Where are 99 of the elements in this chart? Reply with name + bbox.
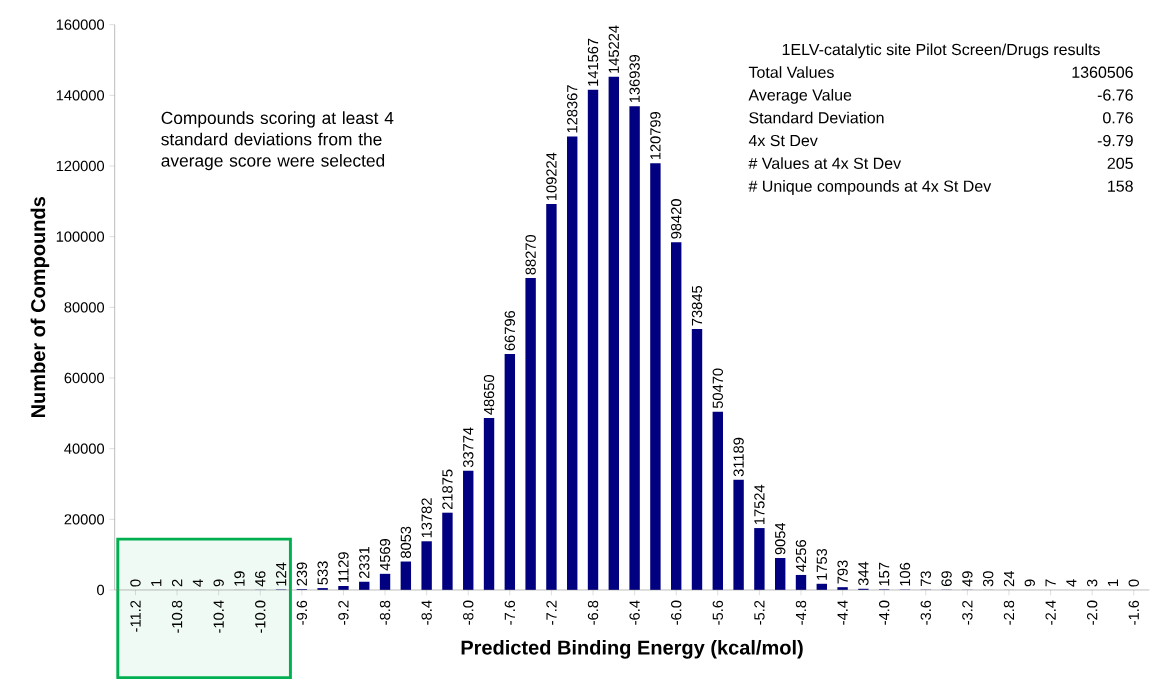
x-tick-label: -8.8 bbox=[379, 600, 391, 625]
annotation: # Values at 4x St Dev bbox=[748, 157, 902, 169]
x-tick-label: -9.6 bbox=[296, 600, 308, 625]
data-label: 69 bbox=[941, 571, 952, 587]
annotation: Standard Deviation bbox=[749, 111, 884, 124]
data-label: 145224 bbox=[608, 25, 620, 73]
y-axis-title: Number of Compounds bbox=[30, 197, 50, 418]
data-label: 46 bbox=[255, 571, 266, 587]
y-tick-label: 0 bbox=[97, 584, 105, 596]
data-label: 9 bbox=[213, 579, 224, 587]
annotation: 0.76 bbox=[1103, 112, 1133, 124]
data-label: 24 bbox=[1003, 571, 1015, 587]
annotation: 1ELV-catalytic site Pilot Screen/Drugs results bbox=[782, 43, 1100, 59]
data-label: 66796 bbox=[504, 310, 516, 351]
annotation: Compounds scoring at least 4 standard deviations from the average score were selected bbox=[161, 111, 394, 171]
annotation: -9.79 bbox=[1097, 134, 1133, 147]
annotation: -6.76 bbox=[1097, 89, 1133, 101]
data-label: 136939 bbox=[629, 54, 640, 103]
annotation: 4x St Dev bbox=[748, 134, 818, 147]
x-tick-label: -1.6 bbox=[1128, 600, 1139, 625]
x-tick-label: -2.0 bbox=[1086, 600, 1098, 625]
data-label: 4256 bbox=[795, 540, 807, 572]
x-tick-label: -3.6 bbox=[920, 600, 931, 625]
y-tick-label: 160000 bbox=[56, 19, 105, 30]
data-label: 0 bbox=[130, 579, 141, 587]
x-tick-label: -8.4 bbox=[421, 600, 432, 625]
annotation: 1360506 bbox=[1072, 66, 1133, 78]
annotation: 205 bbox=[1107, 157, 1133, 169]
data-label: 7 bbox=[1045, 579, 1056, 587]
data-label: 109224 bbox=[546, 152, 557, 201]
data-label: 2 bbox=[171, 579, 183, 587]
x-tick-label: -6.0 bbox=[671, 600, 682, 625]
y-tick-label: 60000 bbox=[64, 372, 105, 384]
y-tick-label: 80000 bbox=[64, 302, 105, 313]
data-label: 3 bbox=[1086, 579, 1098, 587]
data-label: 0 bbox=[1128, 579, 1139, 587]
data-label: 533 bbox=[317, 561, 328, 585]
x-tick-label: -2.8 bbox=[1003, 600, 1015, 625]
y-tick-label: 120000 bbox=[56, 160, 105, 172]
x-tick-label: -5.6 bbox=[712, 600, 723, 625]
data-label: 9 bbox=[1024, 579, 1035, 587]
data-label: 73 bbox=[920, 571, 931, 587]
x-tick-label: -2.4 bbox=[1045, 600, 1056, 625]
data-label: 1 bbox=[1107, 579, 1118, 586]
data-label: 1 bbox=[151, 579, 162, 586]
data-label: 793 bbox=[837, 560, 848, 584]
x-tick-label: -4.8 bbox=[795, 600, 807, 625]
data-label: 4569 bbox=[379, 538, 391, 571]
data-label: 49 bbox=[962, 571, 973, 587]
x-tick-label: -10.8 bbox=[171, 600, 183, 633]
data-label: 50470 bbox=[712, 368, 723, 409]
data-label: 8053 bbox=[400, 526, 412, 558]
data-label: 31189 bbox=[733, 437, 744, 477]
data-label: 344 bbox=[858, 561, 869, 586]
data-label: 98420 bbox=[671, 199, 682, 239]
data-label: 128367 bbox=[567, 85, 578, 133]
data-label: 30 bbox=[982, 571, 994, 587]
data-label: 120799 bbox=[650, 111, 661, 160]
x-tick-label: -10.0 bbox=[255, 600, 266, 633]
data-label: 1129 bbox=[338, 552, 349, 582]
x-tick-label: -9.2 bbox=[338, 600, 349, 625]
data-label: 141567 bbox=[587, 38, 599, 86]
data-label: 73845 bbox=[691, 285, 703, 326]
data-label: 124 bbox=[275, 562, 287, 586]
y-tick-label: 100000 bbox=[56, 231, 105, 242]
data-label: 19 bbox=[234, 571, 245, 586]
x-tick-label: -6.8 bbox=[587, 600, 599, 625]
x-tick-label: -10.4 bbox=[213, 600, 224, 633]
x-tick-label: -7.6 bbox=[504, 600, 516, 625]
annotation: Average Value bbox=[748, 88, 852, 104]
data-label: 1753 bbox=[816, 548, 827, 580]
data-label: 88270 bbox=[525, 234, 536, 275]
data-label: 13782 bbox=[421, 498, 432, 538]
annotation: 158 bbox=[1108, 180, 1133, 192]
x-tick-label: -11.2 bbox=[130, 600, 141, 632]
data-label: 239 bbox=[296, 562, 308, 586]
annotation: Total Values bbox=[748, 66, 834, 78]
data-label: 2331 bbox=[359, 546, 370, 579]
x-axis-title: Predicted Binding Energy (kcal/mol) bbox=[461, 639, 803, 659]
x-tick-label: -4.4 bbox=[837, 600, 848, 625]
data-label: 106 bbox=[899, 562, 911, 586]
data-label: 48650 bbox=[483, 374, 495, 415]
data-label: 4 bbox=[1066, 579, 1077, 587]
data-label: 9054 bbox=[775, 522, 786, 555]
x-tick-label: -5.2 bbox=[754, 600, 765, 625]
annotation: # Unique compounds at 4x St Dev bbox=[748, 180, 992, 195]
x-tick-label: -3.2 bbox=[962, 600, 973, 625]
data-label: 4 bbox=[192, 579, 203, 587]
x-tick-label: -6.4 bbox=[629, 600, 640, 625]
y-tick-label: 40000 bbox=[64, 443, 105, 454]
y-tick-label: 140000 bbox=[56, 90, 105, 101]
data-label: 17524 bbox=[754, 484, 765, 525]
data-label: 157 bbox=[879, 562, 890, 586]
x-tick-label: -4.0 bbox=[879, 600, 890, 625]
y-tick-label: 20000 bbox=[64, 514, 105, 525]
x-tick-label: -7.2 bbox=[546, 600, 557, 625]
data-label: 21875 bbox=[442, 469, 453, 510]
data-label: 33774 bbox=[463, 427, 474, 468]
x-tick-label: -8.0 bbox=[463, 600, 474, 625]
